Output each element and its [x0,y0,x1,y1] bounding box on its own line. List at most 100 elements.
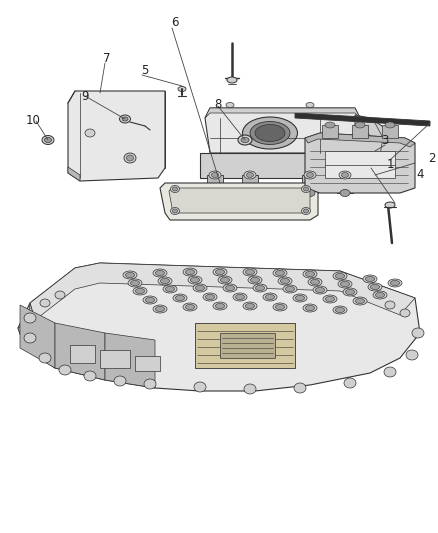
Ellipse shape [173,187,177,191]
Ellipse shape [131,280,140,286]
Polygon shape [30,263,415,320]
Ellipse shape [406,350,418,360]
Ellipse shape [373,291,387,299]
Ellipse shape [40,299,50,307]
Ellipse shape [244,171,256,179]
Polygon shape [160,183,318,220]
Ellipse shape [253,284,267,292]
Ellipse shape [155,270,165,276]
Ellipse shape [163,285,177,293]
Text: 9: 9 [81,90,89,102]
Polygon shape [135,356,160,371]
Ellipse shape [84,371,96,381]
Ellipse shape [24,313,36,323]
Ellipse shape [365,277,374,281]
Ellipse shape [215,269,225,274]
Ellipse shape [145,297,155,303]
Ellipse shape [283,285,297,293]
Polygon shape [242,175,258,193]
Ellipse shape [42,135,54,144]
Polygon shape [220,333,275,358]
Ellipse shape [243,302,257,310]
Ellipse shape [193,284,207,292]
Ellipse shape [195,285,205,290]
Ellipse shape [333,272,347,280]
Ellipse shape [153,269,167,277]
Ellipse shape [280,278,290,284]
Ellipse shape [233,293,247,301]
Ellipse shape [236,294,244,300]
Ellipse shape [343,288,357,296]
Ellipse shape [241,138,249,142]
Text: 7: 7 [103,52,111,64]
Ellipse shape [353,297,367,305]
Ellipse shape [125,272,134,278]
Ellipse shape [170,207,180,214]
Ellipse shape [194,382,206,392]
Ellipse shape [45,138,52,142]
Polygon shape [352,125,368,138]
Ellipse shape [170,185,180,192]
Ellipse shape [173,294,187,302]
Polygon shape [18,263,420,391]
Polygon shape [200,153,360,178]
Ellipse shape [223,284,237,292]
Ellipse shape [215,303,225,309]
Ellipse shape [178,86,186,92]
Polygon shape [305,133,415,193]
Ellipse shape [368,283,382,291]
Text: 2: 2 [428,152,436,166]
Ellipse shape [336,273,345,279]
Ellipse shape [340,190,350,197]
Ellipse shape [333,306,347,314]
Ellipse shape [400,309,410,317]
Ellipse shape [308,278,322,286]
Polygon shape [205,108,360,153]
Ellipse shape [390,280,399,286]
Ellipse shape [210,190,220,197]
Ellipse shape [183,268,197,276]
Ellipse shape [160,278,170,284]
Ellipse shape [135,288,145,294]
Ellipse shape [304,171,316,179]
Ellipse shape [123,271,137,279]
Polygon shape [68,167,80,181]
Ellipse shape [296,295,304,301]
Ellipse shape [305,190,315,197]
Ellipse shape [336,308,345,312]
Polygon shape [68,91,165,181]
Ellipse shape [127,155,134,161]
Ellipse shape [158,277,172,285]
Ellipse shape [213,268,227,276]
Ellipse shape [355,122,365,128]
Ellipse shape [176,295,184,301]
Ellipse shape [124,153,136,163]
Polygon shape [205,108,360,118]
Ellipse shape [226,102,234,108]
Text: 10: 10 [25,114,40,126]
Text: 4: 4 [416,168,424,182]
Ellipse shape [304,187,308,191]
Ellipse shape [120,115,131,123]
Ellipse shape [301,207,311,214]
Ellipse shape [185,269,194,274]
Ellipse shape [238,135,252,145]
Ellipse shape [313,286,327,294]
Ellipse shape [286,286,294,292]
Ellipse shape [173,209,177,213]
Ellipse shape [255,285,265,290]
Ellipse shape [273,269,287,277]
Text: 3: 3 [381,134,389,148]
Ellipse shape [339,171,351,179]
Ellipse shape [85,129,95,137]
Ellipse shape [384,367,396,377]
Ellipse shape [338,280,352,288]
Ellipse shape [305,305,314,311]
Text: 6: 6 [171,17,179,29]
Ellipse shape [325,122,335,128]
Ellipse shape [212,173,219,177]
Ellipse shape [245,269,254,274]
Ellipse shape [325,296,335,302]
Ellipse shape [303,304,317,312]
Ellipse shape [385,122,395,128]
